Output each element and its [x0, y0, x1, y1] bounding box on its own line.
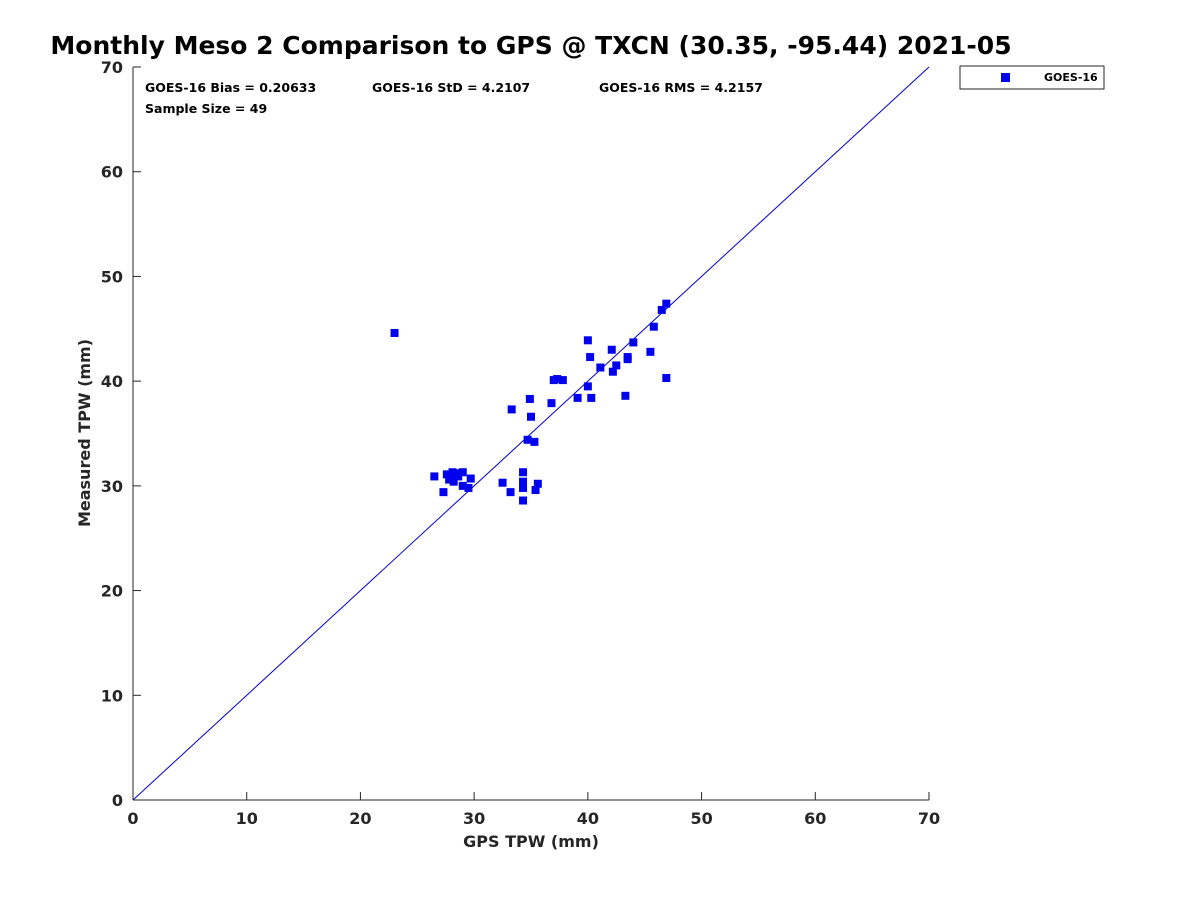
data-point	[449, 477, 458, 486]
data-point	[519, 483, 528, 492]
y-tick-label: 60	[101, 163, 123, 182]
data-point	[649, 322, 658, 331]
y-tick-label: 70	[101, 58, 123, 77]
legend-box	[959, 65, 1105, 90]
data-point	[430, 472, 439, 481]
data-point	[662, 374, 671, 383]
data-point	[587, 393, 596, 402]
data-point	[507, 405, 516, 414]
scatter-points	[390, 299, 671, 505]
data-point	[442, 470, 451, 479]
data-point	[498, 478, 507, 487]
data-point	[608, 367, 617, 376]
data-point	[547, 399, 556, 408]
y-tick-label: 0	[112, 791, 123, 810]
data-point	[458, 481, 467, 490]
data-point	[390, 328, 399, 337]
data-point	[629, 338, 638, 347]
x-tick-label: 50	[690, 809, 712, 828]
x-tick-label: 0	[127, 809, 138, 828]
data-point	[525, 394, 534, 403]
data-point	[558, 376, 567, 385]
x-axis-label: GPS TPW (mm)	[463, 832, 599, 851]
x-tick-label: 10	[236, 809, 258, 828]
x-tick-label: 70	[918, 809, 940, 828]
data-point	[596, 363, 605, 372]
data-point	[623, 353, 632, 362]
data-point	[519, 496, 528, 505]
data-point	[466, 474, 475, 483]
data-point	[662, 299, 671, 308]
data-point	[583, 336, 592, 345]
data-point	[506, 488, 515, 497]
data-point	[583, 382, 592, 391]
stat-bias: GOES-16 Bias = 0.20633	[145, 80, 316, 95]
data-point	[646, 347, 655, 356]
data-point	[454, 472, 463, 481]
data-point	[621, 391, 630, 400]
data-point	[612, 361, 621, 370]
data-point	[519, 468, 528, 477]
data-point	[657, 305, 666, 314]
stat-rms: GOES-16 RMS = 4.2157	[599, 80, 763, 95]
legend: GOES-16	[959, 65, 1105, 90]
stat-std: GOES-16 StD = 4.2107	[372, 80, 530, 95]
data-point	[573, 393, 582, 402]
data-point	[439, 488, 448, 497]
data-point	[531, 486, 540, 495]
y-tick-label: 50	[101, 267, 123, 286]
data-point	[519, 477, 528, 486]
data-point	[523, 435, 532, 444]
y-tick-label: 10	[101, 686, 123, 705]
x-axis-ticks: 0 10 20 30 40 50 60 70	[127, 792, 940, 828]
legend-marker-goes-16	[1001, 73, 1010, 82]
data-point	[586, 353, 595, 362]
data-point	[533, 479, 542, 488]
plot-area	[132, 67, 929, 801]
data-point	[527, 412, 535, 421]
x-tick-label: 60	[804, 809, 826, 828]
data-point	[553, 375, 562, 384]
y-axis-label: Measured TPW (mm)	[75, 339, 94, 527]
y-tick-label: 20	[101, 582, 123, 601]
data-point	[464, 483, 473, 492]
reference-line-group	[132, 66, 930, 801]
chart-title: Monthly Meso 2 Comparison to GPS @ TXCN …	[50, 31, 1011, 60]
data-point	[530, 437, 539, 446]
stat-sample-size: Sample Size = 49	[145, 101, 267, 116]
data-point	[458, 468, 467, 477]
x-tick-label: 40	[577, 809, 599, 828]
y-tick-label: 40	[101, 372, 123, 391]
x-tick-label: 30	[463, 809, 485, 828]
stats-annotations: GOES-16 Bias = 0.20633 GOES-16 StD = 4.2…	[145, 80, 763, 116]
data-point	[447, 472, 456, 481]
legend-label-goes-16: GOES-16	[1044, 71, 1098, 84]
y-tick-label: 30	[101, 477, 123, 496]
y-axis-ticks: 0 10 20 30 40 50 60 70	[101, 58, 141, 810]
x-tick-label: 20	[349, 809, 371, 828]
data-point	[607, 345, 616, 354]
one-to-one-line	[132, 66, 930, 801]
